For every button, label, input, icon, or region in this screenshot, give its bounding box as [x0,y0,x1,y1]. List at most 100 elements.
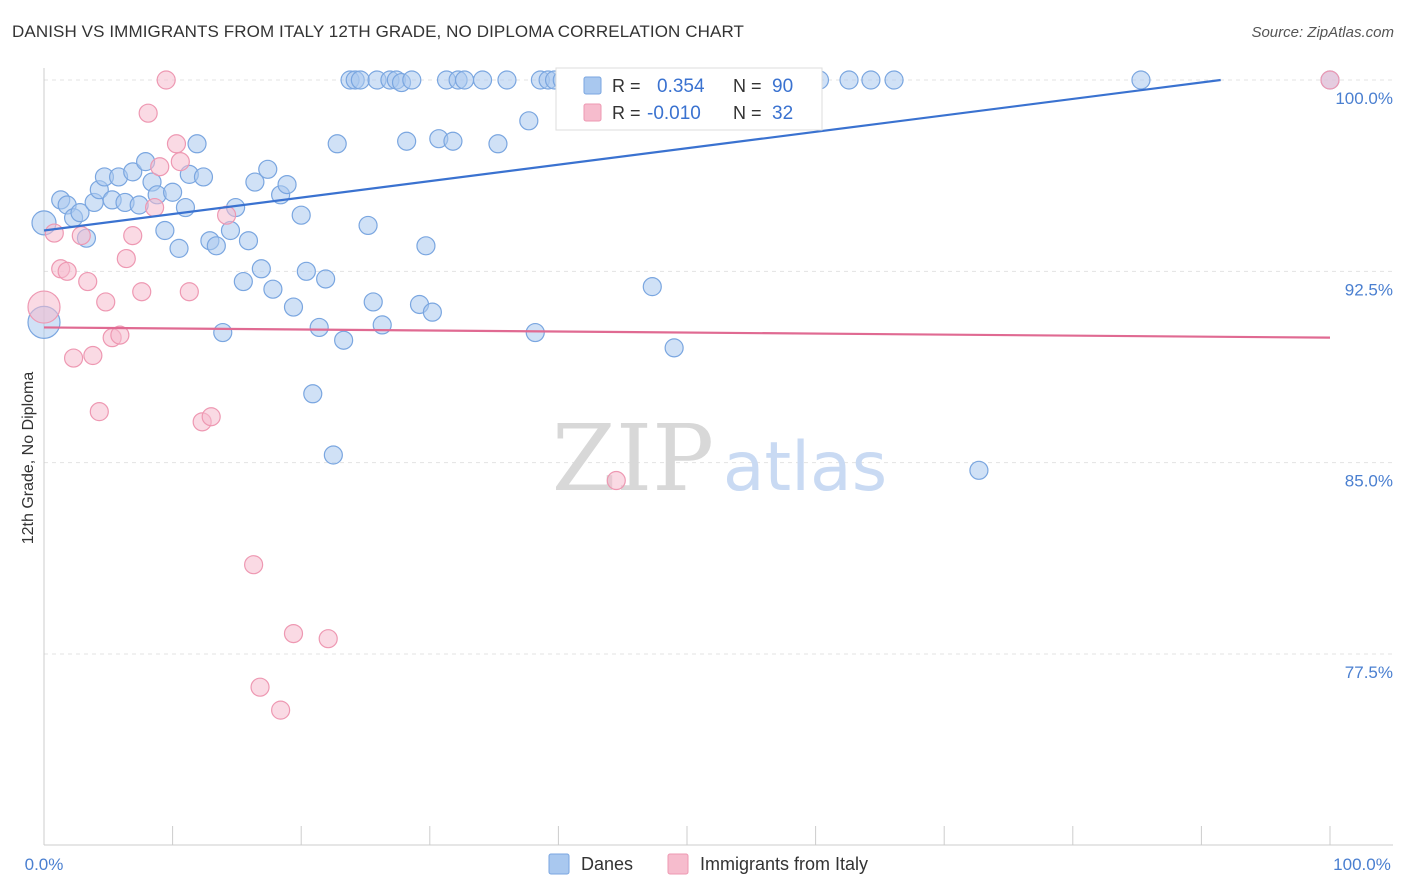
stats-legend: R = 0.354 N = 90 R = -0.010 N = 32 [555,67,823,131]
stats-italy-n-value: 32 [772,103,793,124]
danes-point [213,322,233,343]
danes-point [291,205,311,225]
danes-point [277,174,297,195]
italy-point [138,103,158,123]
stats-italy-swatch [583,103,602,122]
stats-danes-r-label: R = [612,76,641,96]
watermark-zip: ZIP [552,405,714,512]
chart-title: DANISH VS IMMIGRANTS FROM ITALY 12TH GRA… [12,22,745,41]
danes-point [251,259,271,279]
danes-point [472,70,493,90]
danes-point [245,172,265,192]
danes-point [642,277,662,297]
source-label: Source: ZipAtlas.com [1251,24,1394,41]
italy-point [78,271,98,292]
watermark: ZIP atlas [552,405,887,512]
italy-point [71,226,91,246]
danes-point [422,302,442,322]
danes-point [397,131,417,151]
danes-point [416,236,436,256]
danes-point [233,271,253,292]
danes-point [402,70,422,90]
danes-point [123,162,143,182]
bottom-legend: Danes Immigrants from Italy [548,853,868,875]
danes-point [323,445,343,465]
italy-point [57,261,77,281]
danes-point [454,70,475,90]
danes-point [497,70,517,90]
danes-point [488,134,508,154]
y-tick-label: 92.5% [1345,280,1393,299]
danes-point [258,159,278,179]
italy-trend-line [43,326,1331,339]
italy-point [170,152,190,172]
italy-point [283,623,304,644]
axes: 77.5% 85.0% 92.5% 100.0% 0.0% 100.0% [25,68,1393,874]
y-tick-label: 100.0% [1335,89,1393,108]
italy-point [271,700,291,720]
danes-point [169,238,189,258]
italy-point [166,134,187,154]
stats-italy-r-label: R = [612,103,641,123]
italy-point [1320,70,1340,90]
italy-point [250,677,270,697]
italy-point [179,282,199,302]
italy-point [63,348,84,368]
danes-point [327,134,347,154]
italy-point [110,325,130,345]
danes-point [839,70,859,90]
italy-point [44,223,64,243]
legend-danes-swatch [548,853,570,875]
italy-point [606,470,626,491]
danes-point [519,111,539,131]
danes-point [316,269,336,289]
danes-point [334,330,354,350]
italy-point [96,292,116,312]
danes-point [884,70,904,90]
stats-danes-n-label: N = [733,76,762,96]
watermark-atlas: atlas [723,428,887,507]
stats-danes-swatch [583,76,602,95]
italy-point [144,197,165,218]
danes-point [969,460,989,480]
italy-point [89,402,109,422]
data-points [27,70,1340,720]
italy-point [244,555,264,575]
legend-italy-swatch [667,853,689,875]
italy-point [27,290,61,324]
stats-italy-n-label: N = [733,103,762,123]
stats-italy-r-value: -0.010 [647,103,701,124]
danes-point [187,134,207,154]
danes-trend-line [43,78,1221,232]
danes-point [206,236,226,256]
italy-point [201,407,221,427]
danes-point [358,215,378,236]
italy-point [318,629,338,649]
danes-point [664,338,684,358]
italy-point [116,248,136,269]
x-tick-label: 0.0% [25,855,64,874]
danes-point [1131,70,1151,90]
danes-point [238,231,259,251]
italy-point [132,282,152,302]
danes-point [363,292,383,312]
danes-point [861,70,881,90]
danes-point [309,317,329,338]
italy-point [123,226,143,246]
italy-point [83,345,103,366]
stats-danes-r-value: 0.354 [657,76,705,97]
danes-point [296,261,316,281]
x-tick-label: 100.0% [1333,855,1391,874]
danes-point [525,322,545,343]
danes-point [163,182,183,202]
legend-italy-label: Immigrants from Italy [700,854,868,874]
y-axis-label: 12th Grade, No Diploma [20,372,37,545]
danes-point [155,220,175,241]
y-tick-label: 85.0% [1345,472,1393,491]
stats-danes-n-value: 90 [772,76,793,97]
trend-lines [43,78,1331,339]
danes-point [283,297,304,317]
y-tick-label: 77.5% [1345,663,1393,682]
danes-point [443,131,463,151]
